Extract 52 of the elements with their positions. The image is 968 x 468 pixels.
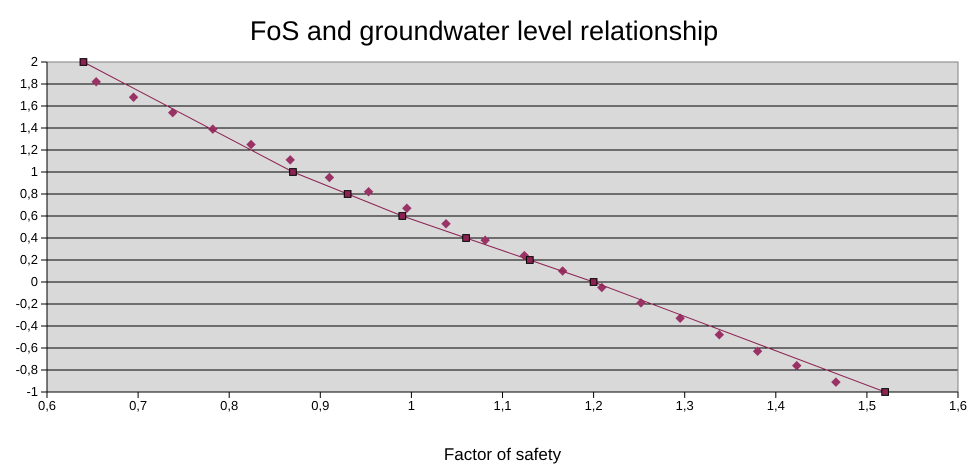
point [398, 212, 406, 220]
y-tick-label: -1 [26, 384, 38, 400]
point [285, 155, 295, 165]
x-tick-label: 0,8 [220, 398, 238, 414]
point [675, 314, 685, 324]
x-tick-label: 0,9 [311, 398, 330, 414]
point [168, 108, 178, 118]
y-tick-label: 1,2 [20, 142, 38, 158]
point [752, 346, 762, 356]
point [480, 235, 490, 245]
point [91, 77, 101, 87]
y-tick-label: -0,8 [16, 362, 38, 378]
x-tick-label: 1,5 [858, 398, 876, 414]
x-tick-label: 1,4 [766, 398, 785, 414]
y-tick-label: 0,2 [20, 252, 38, 268]
y-tick-label: -0,6 [16, 340, 38, 356]
point [636, 298, 646, 308]
y-tick-label: 0,8 [20, 186, 38, 202]
point [590, 278, 598, 286]
point [289, 168, 297, 176]
point [462, 234, 470, 242]
chart-title: FoS and groundwater level relationship [250, 16, 718, 46]
y-tick-label: 1,6 [20, 98, 38, 114]
x-tick-label: 0,7 [129, 398, 148, 414]
point [128, 92, 138, 102]
point [402, 204, 412, 214]
point [792, 360, 802, 370]
x-tick-label: 1,3 [676, 398, 694, 414]
point [881, 388, 889, 396]
point [714, 330, 724, 340]
y-tick-label: -0,2 [16, 296, 38, 312]
y-tick-label: 2 [30, 54, 38, 70]
point [364, 187, 374, 197]
point [344, 190, 352, 198]
x-tick-label: 1,1 [493, 398, 512, 414]
point [246, 140, 256, 150]
y-tick-label: -0,4 [16, 318, 38, 334]
y-tick-label: 1 [30, 164, 38, 180]
point [80, 58, 88, 66]
x-tick-label: 1,6 [948, 398, 968, 414]
x-tick-label: 1,2 [584, 398, 603, 414]
x-tick-label: 1 [408, 398, 416, 414]
y-tick-label: 0,4 [20, 230, 38, 246]
x-axis-title: Factor of safety [444, 445, 562, 464]
y-tick-label: 0 [30, 274, 38, 290]
y-tick-label: 1,4 [20, 120, 38, 136]
y-tick-label: 0,6 [20, 208, 38, 224]
point [324, 172, 334, 182]
point [441, 218, 451, 228]
y-tick-label: 1,8 [20, 76, 38, 92]
point [526, 256, 534, 264]
point [831, 377, 841, 387]
